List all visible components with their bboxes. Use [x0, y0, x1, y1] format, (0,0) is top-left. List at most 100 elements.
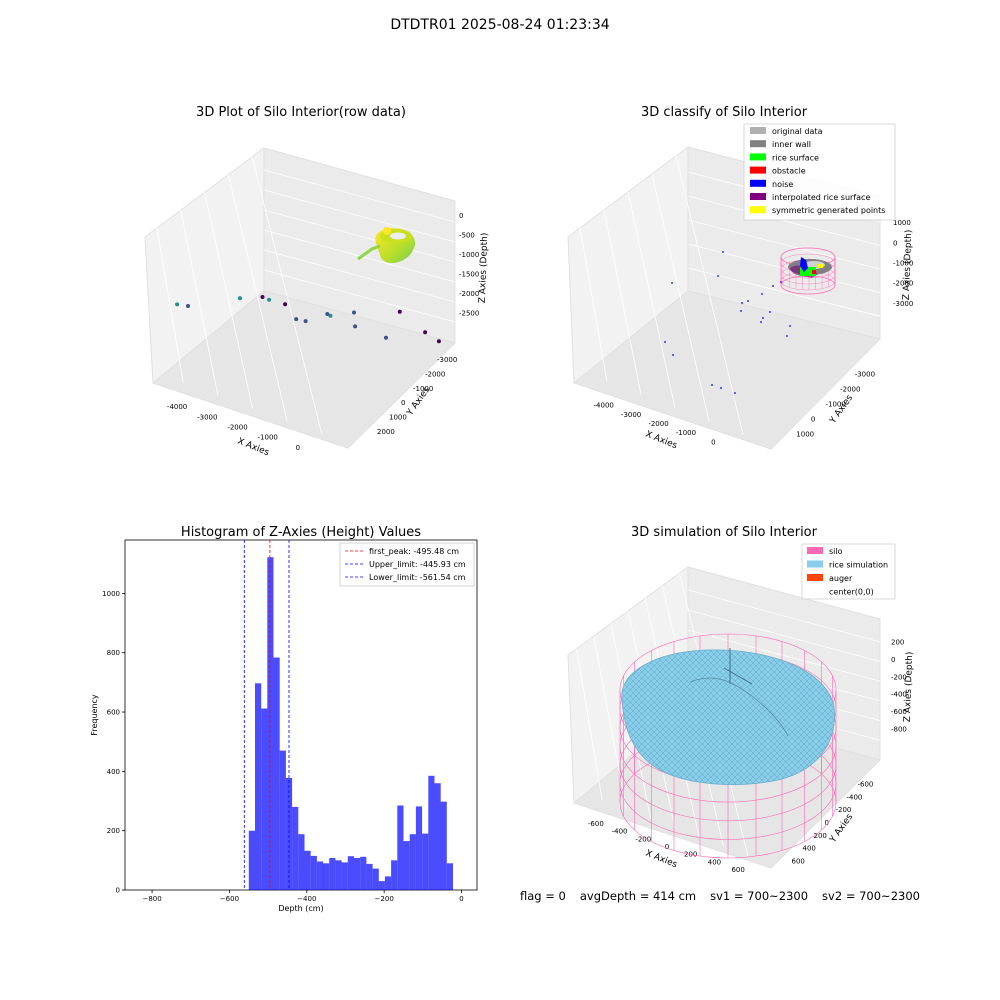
legend-swatch [750, 193, 766, 200]
gridline [263, 189, 456, 243]
histogram-bar [409, 834, 416, 890]
raw-data-z-ticks: 0 -500 -1000 -1500 -2000 -2500 [459, 212, 479, 318]
z-tick-label: -2000 [893, 280, 913, 288]
histogram-bar [298, 834, 305, 890]
x-tick-label: 600 [731, 866, 744, 874]
classify-x-label: X Axies [644, 430, 679, 452]
gridline [156, 228, 184, 383]
y-tick-label: 0 [825, 819, 829, 827]
noise-point [717, 275, 719, 277]
data-point [353, 324, 358, 329]
histogram-bar [248, 830, 255, 890]
gridline [180, 210, 219, 396]
noise-point [672, 354, 674, 356]
noise-point [671, 282, 673, 284]
histogram-legend: first_peak: -495.48 cm Upper_limit: -445.… [339, 542, 475, 587]
simulation-auger [723, 648, 753, 685]
y-tick-label: 0 [401, 399, 405, 407]
histogram-bar [267, 557, 274, 890]
raw-data-points [175, 295, 441, 344]
classify-z-label: Z Axies (Depth) [902, 230, 914, 301]
histogram-vlines [243, 540, 290, 890]
classify-noise-points [664, 251, 791, 394]
histogram-bar [446, 863, 453, 890]
data-point [186, 304, 190, 308]
y-tick-label: 1000 [102, 590, 120, 598]
gridline [687, 589, 881, 643]
gridline [263, 169, 456, 223]
gridline [687, 195, 881, 246]
x-tick-label: −400 [297, 895, 316, 903]
x-tick-label: 400 [708, 858, 721, 866]
legend-swatch [807, 574, 823, 581]
z-tick-label: 1000 [893, 219, 911, 227]
legend-label: Lower_limit: -561.54 cm [369, 573, 466, 582]
y-tick-label: 1000 [389, 414, 407, 422]
x-tick-label: -2000 [227, 424, 247, 432]
legend-label: original data [772, 127, 823, 136]
y-tick-label: -3000 [437, 356, 457, 364]
histogram-y-ticks: 0 200 400 600 800 1000 [102, 590, 125, 895]
data-point [328, 313, 333, 318]
legend-label: first_peak: -495.48 cm [369, 547, 459, 556]
y-tick-label: -400 [847, 793, 863, 801]
data-point [436, 339, 441, 344]
noise-point [711, 384, 713, 386]
z-tick-label: -1500 [459, 270, 479, 278]
z-tick-label: 0 [891, 656, 895, 664]
raw-data-ring-cluster [357, 227, 416, 264]
y-tick-label: 600 [792, 858, 805, 866]
histogram-bar [316, 861, 324, 890]
y-tick-label: 400 [107, 768, 120, 776]
avg-depth-text: avgDepth = 414 cm [579, 889, 697, 903]
legend-swatch [750, 206, 766, 214]
data-point [423, 330, 428, 335]
legend-label: symmetric generated points [772, 206, 885, 215]
simulation-z-label: Z Axies (Depth) [903, 652, 915, 723]
z-tick-label: -800 [891, 725, 907, 733]
y-tick-label: 800 [107, 649, 120, 657]
data-point [325, 312, 330, 316]
x-tick-label: −200 [375, 895, 394, 903]
z-tick-label: -500 [459, 231, 475, 239]
gridline [251, 156, 323, 434]
noise-point [761, 293, 763, 295]
noise-point [747, 300, 749, 302]
histogram-bar [422, 833, 429, 890]
y-tick-label: 200 [107, 827, 120, 835]
raw-data-3d-panel: 3D Plot of Silo Interior(row data) -4000… [144, 105, 490, 458]
y-tick-label: 0 [116, 887, 120, 895]
classify-3d-panel: 3D classify of Silo Interior -4000-3000-… [567, 105, 914, 452]
raw-data-y-ticks: 2000 1000 0 -1000 -2000 -3000 [377, 356, 457, 436]
data-point [352, 310, 356, 315]
data-point [260, 295, 265, 299]
histogram-x-ticks: −800 −600 −400 −200 0 [142, 890, 464, 903]
classify-y-label: Y Axies [828, 393, 856, 426]
histogram-bar [341, 862, 348, 890]
legend-swatch [807, 547, 823, 554]
x-tick-label: 0 [296, 444, 300, 452]
gridline [687, 609, 881, 662]
legend-label: interpolated rice surface [772, 193, 870, 202]
simulation-legend: silo rice simulation auger center(0,0) [801, 543, 896, 600]
gridline [579, 227, 608, 382]
x-tick-label: -1000 [258, 434, 278, 442]
z-tick-label: 0 [893, 239, 897, 247]
z-tick-label: 200 [891, 639, 904, 647]
noise-point [741, 302, 743, 304]
histogram-panel: Histogram of Z-Axies (Height) Values −80… [90, 525, 478, 913]
histogram-bar [304, 850, 311, 890]
histogram-bar [273, 657, 280, 890]
histogram-bar [292, 806, 299, 890]
gridline [687, 629, 881, 682]
z-tick-label: -3000 [893, 300, 913, 308]
legend-label: Upper_limit: -445.93 cm [369, 560, 466, 569]
noise-point [664, 341, 666, 343]
noise-point [772, 285, 774, 287]
histogram-bar [372, 868, 379, 890]
gridline [593, 636, 627, 810]
x-tick-label: 0 [665, 843, 669, 851]
legend-label: obstacle [772, 167, 806, 176]
gridline [576, 648, 603, 800]
